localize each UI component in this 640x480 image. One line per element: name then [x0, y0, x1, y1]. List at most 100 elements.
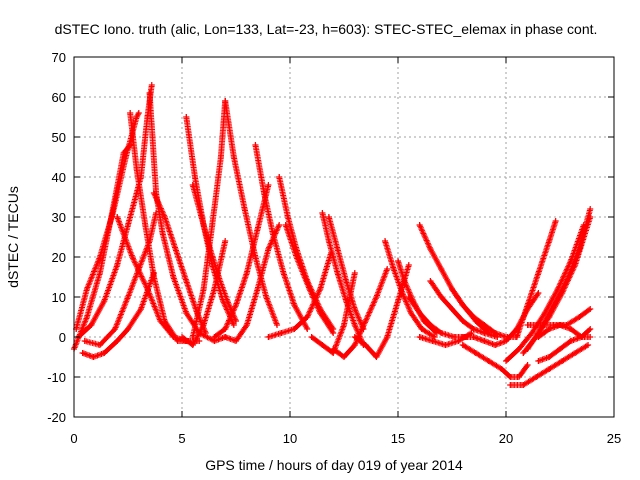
data-point: [222, 238, 229, 244]
data-point: [546, 354, 553, 360]
data-point: [276, 174, 283, 180]
data-point: [202, 330, 209, 336]
data-point: [362, 318, 369, 324]
data-point: [133, 114, 140, 120]
y-tick-label: 40: [52, 170, 66, 185]
data-point: [280, 270, 287, 276]
data-point: [481, 330, 488, 336]
data-point: [438, 266, 445, 272]
data-point: [265, 182, 272, 188]
data-point: [351, 306, 358, 312]
data-point: [567, 338, 574, 344]
data-point: [442, 342, 449, 348]
data-point: [83, 314, 90, 320]
data-point: [587, 326, 594, 332]
data-point: [96, 342, 103, 348]
data-point: [401, 278, 408, 284]
data-point: [503, 334, 509, 340]
y-axis-ticks: -20 -10 0 10 20 30 40 50 60 70: [47, 50, 614, 425]
data-point: [222, 98, 229, 104]
data-point: [243, 322, 250, 328]
data-point: [563, 278, 570, 284]
data-point: [252, 254, 259, 260]
series-arc-2: [73, 110, 142, 332]
data-point: [351, 342, 358, 348]
data-point: [241, 206, 248, 212]
data-point: [559, 358, 566, 364]
data-point: [382, 238, 389, 244]
data-point: [291, 326, 298, 332]
data-point: [153, 210, 160, 216]
data-point: [304, 326, 311, 332]
data-point: [343, 278, 350, 284]
data-point: [390, 266, 397, 272]
data-point: [399, 290, 406, 296]
y-tick-label: 20: [52, 250, 66, 265]
data-point: [334, 270, 341, 276]
data-point: [427, 322, 434, 328]
data-point: [524, 346, 531, 352]
data-point: [261, 190, 268, 196]
data-point: [306, 286, 313, 292]
data-point: [109, 210, 116, 216]
data-point: [485, 358, 492, 364]
data-point: [224, 298, 231, 304]
x-tick-label: 5: [178, 431, 185, 446]
data-point: [351, 322, 358, 328]
data-point: [459, 318, 466, 324]
data-point: [222, 326, 229, 332]
data-point: [325, 238, 332, 244]
data-point: [146, 90, 153, 96]
data-point: [254, 286, 261, 292]
data-point: [492, 342, 499, 348]
data-point: [172, 246, 179, 252]
series-arc-20: [265, 250, 335, 340]
series-arc-26: [382, 238, 438, 340]
x-axis-label: GPS time / hours of day 019 of year 2014: [205, 457, 463, 473]
x-tick-label: 20: [499, 431, 513, 446]
data-point: [179, 334, 185, 340]
data-point: [535, 358, 542, 364]
data-point: [135, 110, 142, 116]
series-arc-17: [252, 142, 311, 332]
data-point: [233, 338, 239, 344]
series-arc-6: [114, 214, 203, 344]
data-point: [230, 154, 237, 160]
data-point: [96, 270, 103, 276]
data-point: [459, 342, 466, 348]
data-point: [83, 286, 90, 292]
data-point: [146, 238, 153, 244]
data-point: [325, 214, 332, 220]
data-point: [189, 334, 196, 340]
data-point: [557, 322, 563, 328]
data-point: [513, 334, 520, 340]
data-point: [405, 294, 412, 300]
data-point: [243, 270, 250, 276]
data-point: [535, 270, 542, 276]
y-tick-label: -20: [47, 410, 66, 425]
data-point: [291, 302, 298, 308]
data-point: [122, 154, 129, 160]
data-point: [395, 298, 401, 304]
data-point: [481, 338, 488, 344]
data-point: [576, 246, 583, 252]
data-point: [150, 270, 157, 276]
data-point: [528, 330, 535, 336]
data-point: [200, 322, 207, 328]
data-point: [481, 322, 488, 328]
data-point: [507, 382, 514, 388]
series-arc-37: [503, 222, 587, 364]
series-arc-42: [535, 322, 594, 340]
data-point: [79, 350, 86, 356]
data-point: [470, 334, 477, 340]
data-point: [183, 278, 190, 284]
series-arc-39: [524, 206, 594, 352]
data-point: [449, 286, 455, 292]
data-point: [455, 338, 462, 344]
data-point: [263, 294, 270, 300]
data-points: [71, 82, 594, 388]
data-point: [129, 254, 136, 260]
data-point: [535, 290, 542, 296]
data-point: [211, 334, 218, 340]
